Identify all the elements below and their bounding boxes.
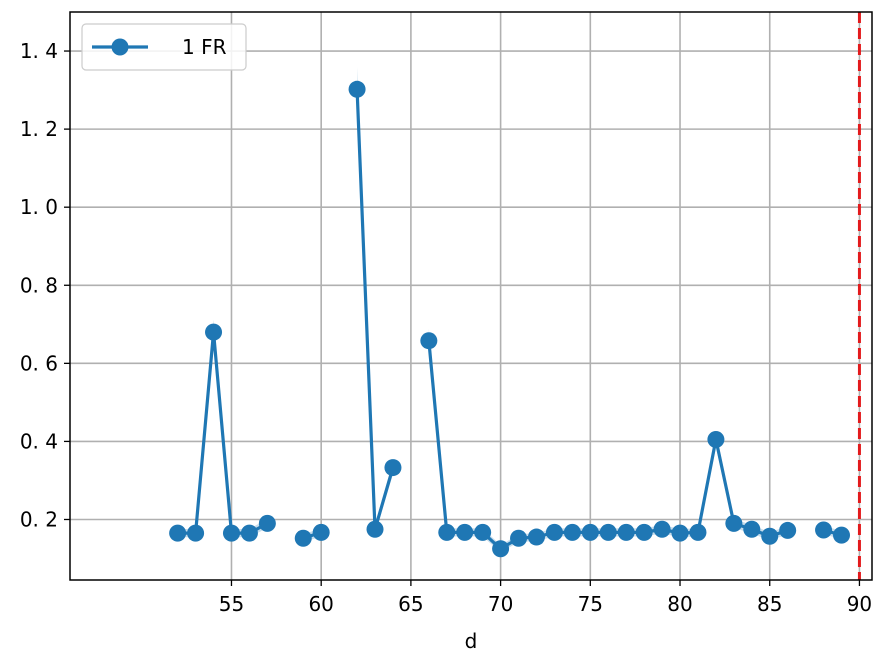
legend-label: 1 FR — [182, 35, 227, 59]
data-point — [671, 524, 689, 542]
data-point — [581, 523, 599, 541]
x-tick-label: 60 — [308, 592, 333, 616]
y-tick-label: 0. 4 — [20, 429, 58, 453]
data-point — [187, 524, 205, 542]
x-tick-label: 90 — [847, 592, 872, 616]
data-point — [599, 523, 617, 541]
data-point — [653, 520, 671, 538]
data-point — [456, 523, 474, 541]
data-point — [240, 524, 258, 542]
x-axis-label: d — [465, 629, 478, 653]
legend-marker — [111, 38, 129, 56]
data-point — [294, 529, 312, 547]
data-point — [492, 540, 510, 558]
grid-lines — [70, 12, 872, 580]
data-point — [510, 529, 528, 547]
data-point — [635, 523, 653, 541]
legend: 1 FR — [81, 23, 247, 71]
x-tick-label: 65 — [398, 592, 423, 616]
y-tick-label: 0. 2 — [20, 507, 58, 531]
data-point — [438, 523, 456, 541]
series-markers — [169, 80, 850, 558]
data-point — [725, 514, 743, 532]
x-tick-label: 80 — [667, 592, 692, 616]
x-tick-label: 85 — [757, 592, 782, 616]
data-point — [545, 523, 563, 541]
data-point — [689, 523, 707, 541]
data-point — [761, 527, 779, 545]
data-point — [527, 528, 545, 546]
data-point — [348, 80, 366, 98]
data-point — [366, 520, 384, 538]
x-tick-label: 75 — [578, 592, 603, 616]
data-point — [169, 524, 187, 542]
data-point — [205, 323, 223, 341]
y-tick-label: 0. 6 — [20, 351, 58, 375]
data-point — [222, 524, 240, 542]
plot-frame — [69, 11, 873, 581]
y-axis-ticks: 0. 2 0. 4 0. 6 0. 8 1. 0 1. 2 1. 4 — [20, 39, 70, 531]
y-tick-label: 1. 2 — [20, 117, 58, 141]
data-point — [384, 459, 402, 477]
legend-box — [81, 23, 247, 71]
data-point — [258, 514, 276, 532]
data-point — [779, 521, 797, 539]
x-axis-ticks: 55 60 65 70 75 80 85 90 — [219, 580, 872, 616]
data-point — [707, 430, 725, 448]
data-point — [832, 526, 850, 544]
y-tick-label: 0. 8 — [20, 273, 58, 297]
y-tick-label: 1. 4 — [20, 39, 58, 63]
y-tick-label: 1. 0 — [20, 195, 58, 219]
data-point — [420, 332, 438, 350]
data-point — [815, 521, 833, 539]
data-point — [563, 523, 581, 541]
x-tick-label: 70 — [488, 592, 513, 616]
data-point — [617, 523, 635, 541]
x-tick-label: 55 — [219, 592, 244, 616]
data-point — [743, 520, 761, 538]
data-point — [312, 523, 330, 541]
data-point — [474, 523, 492, 541]
